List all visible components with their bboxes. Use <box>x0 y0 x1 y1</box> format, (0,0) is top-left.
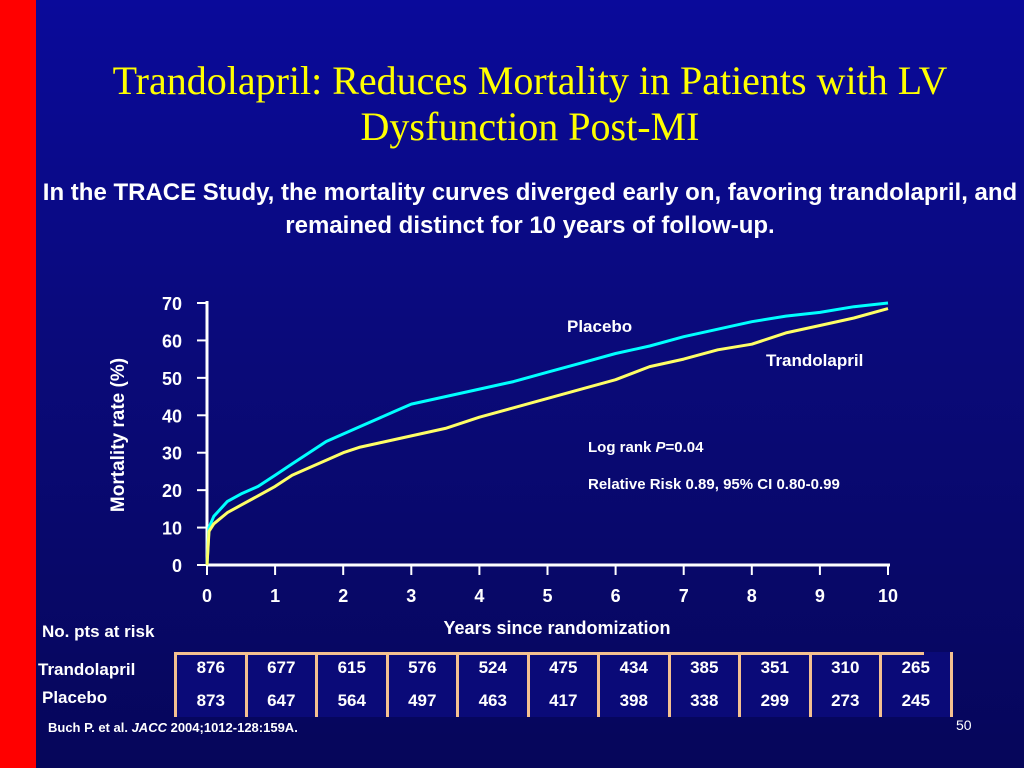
risk-table-column: 351 299 <box>738 652 809 717</box>
risk-value-placebo: 398 <box>619 690 648 710</box>
risk-value-trandolapril: 434 <box>619 658 648 678</box>
risk-value-trandolapril: 351 <box>760 658 789 678</box>
risk-value-trandolapril: 876 <box>196 658 225 678</box>
risk-value-placebo: 647 <box>267 690 296 710</box>
chart-axes <box>205 301 890 567</box>
x-tick-label: 10 <box>878 586 898 606</box>
risk-table-column: 576 497 <box>385 652 457 717</box>
risk-table-column: 615 564 <box>315 652 386 717</box>
citation-details: 2004;1012-128:159A. <box>166 720 298 735</box>
risk-table-column: 310 273 <box>808 652 880 717</box>
risk-table-column: 876 873 <box>174 652 245 717</box>
risk-value-trandolapril: 677 <box>267 658 296 678</box>
risk-value-placebo: 273 <box>831 690 860 710</box>
x-tick-label: 1 <box>270 586 280 606</box>
x-tick-label: 9 <box>815 586 825 606</box>
y-tick-label: 10 <box>162 519 182 539</box>
log-rank-annotation: Log rank P=0.04 <box>588 439 704 456</box>
y-tick-label: 40 <box>162 406 182 426</box>
risk-value-trandolapril: 385 <box>690 658 719 678</box>
risk-value-placebo: 497 <box>408 690 437 710</box>
citation-authors: Buch P. et al. <box>48 720 132 735</box>
risk-value-trandolapril: 265 <box>901 658 930 678</box>
risk-value-placebo: 245 <box>901 690 930 710</box>
y-axis-label: Mortality rate (%) <box>108 358 129 512</box>
x-tick-label: 7 <box>679 586 689 606</box>
risk-table-column: 265 245 <box>879 652 953 717</box>
trandolapril-series-label: Trandolapril <box>766 351 863 370</box>
y-tick-label: 70 <box>162 294 182 314</box>
risk-value-trandolapril: 524 <box>478 658 507 678</box>
risk-table-column: 475 417 <box>526 652 598 717</box>
risk-value-placebo: 338 <box>690 690 719 710</box>
x-tick-label: 8 <box>747 586 757 606</box>
page-number: 50 <box>956 717 972 733</box>
slide-subtitle: In the TRACE Study, the mortality curves… <box>42 179 1018 239</box>
citation-journal: JACC <box>131 720 167 735</box>
risk-table-column: 434 398 <box>597 652 668 717</box>
risk-table-column: 524 463 <box>456 652 527 717</box>
risk-table: 876 873 677 647 615 564 576 497 524 463 475 417 434 3… <box>174 652 953 717</box>
risk-table-column: 677 647 <box>244 652 316 717</box>
y-tick-label: 50 <box>162 369 182 389</box>
risk-value-placebo: 873 <box>196 690 225 710</box>
x-tick-label: 0 <box>202 586 212 606</box>
risk-value-placebo: 564 <box>337 690 366 710</box>
risk-value-trandolapril: 475 <box>549 658 578 678</box>
risk-row-label-placebo: Placebo <box>42 688 108 707</box>
x-tick-label: 3 <box>406 586 416 606</box>
series-line-trandolapril <box>205 307 889 566</box>
log-rank-prefix: Log rank <box>588 439 656 456</box>
y-tick-label: 60 <box>162 331 182 351</box>
log-rank-p: P <box>656 439 667 456</box>
risk-table-header: No. pts at risk <box>42 622 155 641</box>
risk-value-placebo: 299 <box>760 690 789 710</box>
chart-lines <box>205 301 889 566</box>
series-line-placebo <box>205 301 889 566</box>
y-tick-label: 30 <box>162 444 182 464</box>
risk-value-trandolapril: 576 <box>408 658 437 678</box>
x-tick-label: 5 <box>542 586 552 606</box>
log-rank-value: =0.04 <box>666 439 705 456</box>
chart-ticks: 0 10 20 30 40 50 60 70 0 1 2 3 4 5 6 7 8 9 10 <box>162 294 898 606</box>
citation: Buch P. et al. JACC 2004;1012-128:159A. <box>48 720 298 735</box>
relative-risk-annotation: Relative Risk 0.89, 95% CI 0.80-0.99 <box>588 476 840 493</box>
y-tick-label: 20 <box>162 481 182 501</box>
risk-table-top-border <box>174 652 924 655</box>
risk-table-column: 385 338 <box>667 652 739 717</box>
x-tick-label: 4 <box>474 586 484 606</box>
risk-row-label-trandolapril: Trandolapril <box>38 660 136 679</box>
risk-value-placebo: 417 <box>549 690 578 710</box>
risk-value-trandolapril: 615 <box>337 658 366 678</box>
y-tick-label: 0 <box>172 556 182 576</box>
x-axis-label: Years since randomization <box>443 618 670 638</box>
risk-value-trandolapril: 310 <box>831 658 860 678</box>
risk-value-placebo: 463 <box>478 690 507 710</box>
slide-title: Trandolapril: Reduces Mortality in Patie… <box>112 58 948 149</box>
x-tick-label: 6 <box>611 586 621 606</box>
red-side-bar <box>0 0 36 768</box>
x-tick-label: 2 <box>338 586 348 606</box>
placebo-series-label: Placebo <box>567 317 632 336</box>
